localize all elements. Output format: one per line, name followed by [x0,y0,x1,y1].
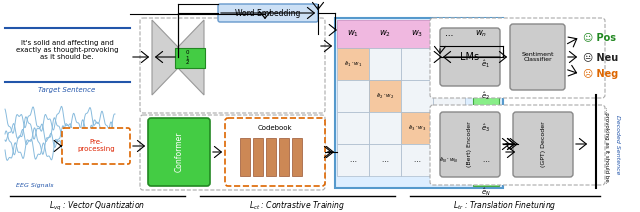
FancyBboxPatch shape [148,118,210,186]
FancyBboxPatch shape [62,128,130,164]
Text: $w_n$: $w_n$ [475,29,487,39]
Text: EEG Signals: EEG Signals [16,183,54,187]
FancyBboxPatch shape [140,18,325,113]
Bar [253,138,263,176]
Text: It's solid and affecting and
exactly as thought-provoking
as it should be.: It's solid and affecting and exactly as … [16,40,118,60]
FancyBboxPatch shape [140,115,325,190]
Bar [369,144,401,176]
Text: $\cdots$: $\cdots$ [381,157,389,163]
Text: $\cdots$: $\cdots$ [413,157,421,163]
Bar [401,48,433,80]
Bar [401,80,433,112]
Bar [337,112,369,144]
Bar [337,48,369,80]
Text: $\hat{e}_1 \cdot w_1$: $\hat{e}_1 \cdot w_1$ [344,59,362,69]
Text: $\cdots$: $\cdots$ [349,157,357,163]
Text: 1: 1 [185,56,189,60]
Bar [335,18,503,188]
Text: Word Embedding: Word Embedding [236,8,301,18]
FancyBboxPatch shape [430,18,605,98]
Bar [433,112,465,144]
Text: Sentiment
Classifier: Sentiment Classifier [521,52,554,62]
Text: $\hat{e}_N \cdot w_N$: $\hat{e}_N \cdot w_N$ [439,155,459,165]
Text: 😐 Neu: 😐 Neu [583,52,618,62]
Polygon shape [178,20,204,95]
Bar [292,138,302,176]
Text: $L_{ct}$ : Contrastive Training: $L_{ct}$ : Contrastive Training [249,199,345,212]
Text: $L_{vq}$ : Vector Quantization: $L_{vq}$ : Vector Quantization [49,199,145,212]
Bar [279,138,289,176]
Bar [433,144,465,176]
Bar [401,144,433,176]
FancyBboxPatch shape [513,112,573,177]
Bar [369,48,401,80]
Text: $\hat{e}_N$: $\hat{e}_N$ [481,186,491,198]
Text: Pre-
processing: Pre- processing [77,139,115,152]
Text: $L_{tr}$ : Translation Finetuning: $L_{tr}$ : Translation Finetuning [453,199,557,212]
Bar [337,20,501,48]
Text: LMs: LMs [460,52,479,62]
Text: 0: 0 [185,50,189,56]
Text: 2: 2 [185,60,189,66]
FancyBboxPatch shape [440,112,500,177]
Polygon shape [152,20,178,95]
FancyBboxPatch shape [218,4,318,22]
Bar [337,144,369,176]
Bar [433,48,465,80]
Text: Codebook: Codebook [258,125,292,131]
Text: $\hat{e}_2 \cdot w_2$: $\hat{e}_2 \cdot w_2$ [376,91,394,101]
Bar [401,112,433,144]
Text: (GPT) Decoder: (GPT) Decoder [541,122,545,167]
FancyBboxPatch shape [440,28,500,86]
Text: $\cdots$: $\cdots$ [444,29,454,39]
Bar [369,112,401,144]
Text: ☺ Pos: ☺ Pos [583,32,616,42]
FancyBboxPatch shape [430,105,605,185]
Text: Decoded Sentence: Decoded Sentence [616,115,621,175]
FancyBboxPatch shape [510,24,565,90]
Bar [433,80,465,112]
Text: Conformer: Conformer [175,132,184,172]
FancyBboxPatch shape [225,118,325,186]
Text: ...provoking as it should be.: ...provoking as it should be. [604,107,609,183]
Text: $\hat{e}_3 \cdot w_3$: $\hat{e}_3 \cdot w_3$ [408,123,426,133]
Bar [266,138,276,176]
Bar [240,138,250,176]
Text: ☹ Neg: ☹ Neg [583,69,618,79]
Text: $w_3$: $w_3$ [411,29,423,39]
Text: Target Sentence: Target Sentence [38,87,95,93]
Text: $w_2$: $w_2$ [379,29,391,39]
Bar [369,80,401,112]
Text: $\hat{e}_1$: $\hat{e}_1$ [481,58,490,70]
Bar [473,20,499,186]
Bar [337,80,369,112]
Text: $\cdots$: $\cdots$ [482,157,490,163]
Text: $\hat{e}_2$: $\hat{e}_2$ [481,90,490,102]
Bar [175,48,205,68]
Text: $w_1$: $w_1$ [347,29,359,39]
Text: (Bert) Encoder: (Bert) Encoder [467,122,472,167]
Text: $\hat{e}_3$: $\hat{e}_3$ [481,122,490,134]
